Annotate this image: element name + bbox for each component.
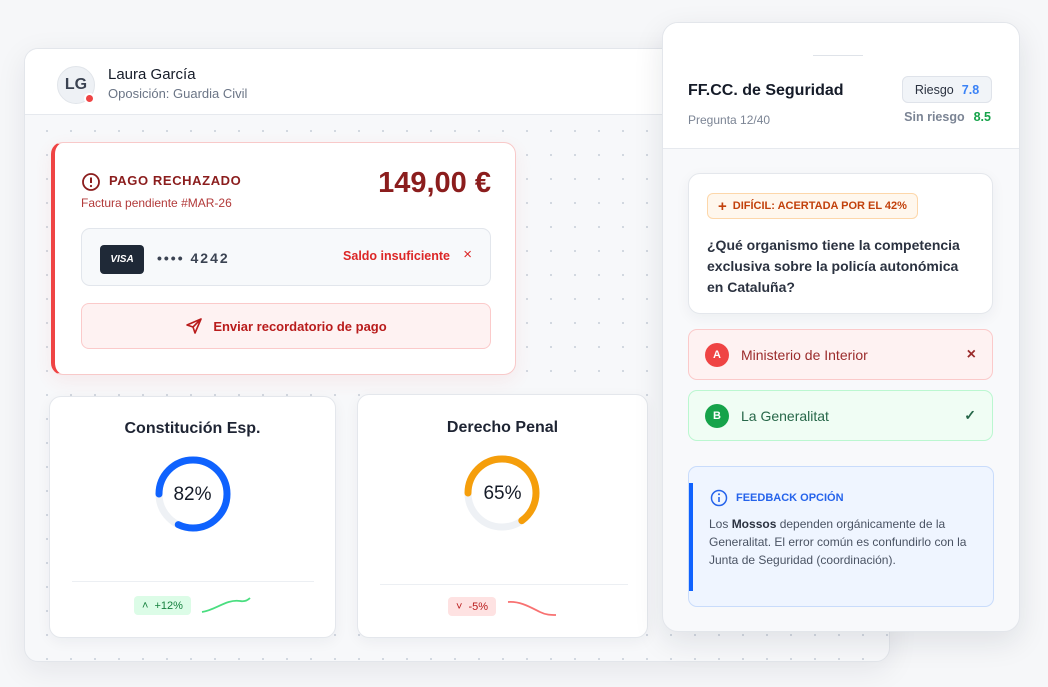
feedback-box: FEEDBACK OPCIÓN Los Mossos dependen orgá…	[688, 466, 994, 607]
divider	[380, 584, 628, 585]
visa-logo: VISA	[100, 245, 144, 274]
feedback-title: FEEDBACK OPCIÓN	[736, 492, 844, 504]
stat-title: Constitución Esp.	[124, 420, 261, 437]
option-text: La Generalitat	[741, 407, 829, 424]
payment-status: PAGO RECHAZADO	[109, 173, 242, 188]
alert-icon	[82, 173, 100, 191]
option-b[interactable]: B La Generalitat ✓	[688, 390, 993, 441]
send-reminder-button[interactable]: Enviar recordatorio de pago	[81, 303, 491, 349]
quiz-progress: Pregunta 12/40	[688, 113, 771, 127]
trend-badge: ˅ -5%	[448, 597, 496, 616]
stat-card-constitucion[interactable]: Constitución Esp. 82% ˄ +12%	[49, 396, 336, 638]
sparkline-up	[201, 597, 251, 613]
send-reminder-label: Enviar recordatorio de pago	[213, 318, 387, 334]
stat-percent: 82%	[173, 484, 212, 505]
option-a[interactable]: A Ministerio de Interior ×	[688, 329, 993, 380]
send-icon	[186, 318, 203, 334]
quiz-title: FF.CC. de Seguridad	[688, 82, 844, 99]
card-row: VISA •••• 4242 Saldo insuficiente ×	[81, 228, 491, 286]
payment-rejected-card: PAGO RECHAZADO Factura pendiente #MAR-26…	[51, 142, 516, 375]
question-text: ¿Qué organismo tiene la competencia excl…	[707, 237, 960, 295]
plus-icon: +	[718, 197, 727, 215]
invoice-label: Factura pendiente #MAR-26	[81, 196, 232, 210]
option-text: Ministerio de Interior	[741, 346, 868, 363]
check-icon: ✓	[964, 407, 976, 423]
progress-ring	[464, 455, 540, 531]
stat-title: Derecho Penal	[446, 419, 559, 436]
user-subtitle: Oposición: Guardia Civil	[108, 86, 248, 101]
status-dot	[84, 93, 95, 104]
norisk-score: Sin riesgo 8.5	[904, 110, 991, 124]
stat-card-penal[interactable]: Derecho Penal 65% ˅ -5%	[357, 394, 648, 638]
divider	[72, 581, 314, 582]
info-icon	[710, 489, 728, 507]
quiz-panel: FF.CC. de Seguridad Pregunta 12/40 Riesg…	[662, 22, 1020, 632]
stat-percent: 65%	[483, 483, 522, 504]
option-letter: B	[705, 403, 729, 428]
sparkline-down	[507, 601, 557, 616]
quiz-header: FF.CC. de Seguridad Pregunta 12/40 Riesg…	[663, 23, 1019, 149]
feedback-accent	[689, 483, 693, 591]
trend-badge: ˄ +12%	[134, 596, 191, 615]
chevron-up-icon: ˄	[142, 599, 149, 612]
payment-amount: 149,00 €	[378, 167, 491, 199]
progress-ring-arc	[155, 456, 231, 532]
difficulty-badge: + DIFÍCIL: ACERTADA POR EL 42%	[707, 193, 918, 219]
progress-ring-arc	[464, 455, 540, 531]
close-icon[interactable]: ×	[463, 246, 472, 263]
card-number: •••• 4242	[157, 250, 230, 266]
option-letter: A	[705, 342, 729, 367]
feedback-text: Los Mossos dependen orgánicamente de la …	[709, 517, 967, 567]
user-name: Laura García	[108, 66, 196, 83]
drag-handle[interactable]	[813, 55, 863, 56]
progress-ring	[155, 456, 231, 532]
payment-error: Saldo insuficiente	[343, 249, 450, 263]
question-card: + DIFÍCIL: ACERTADA POR EL 42% ¿Qué organ…	[688, 173, 993, 314]
chevron-down-icon: ˅	[456, 600, 463, 613]
wrong-icon: ×	[966, 345, 976, 363]
risk-badge: Riesgo 7.8	[902, 76, 992, 103]
